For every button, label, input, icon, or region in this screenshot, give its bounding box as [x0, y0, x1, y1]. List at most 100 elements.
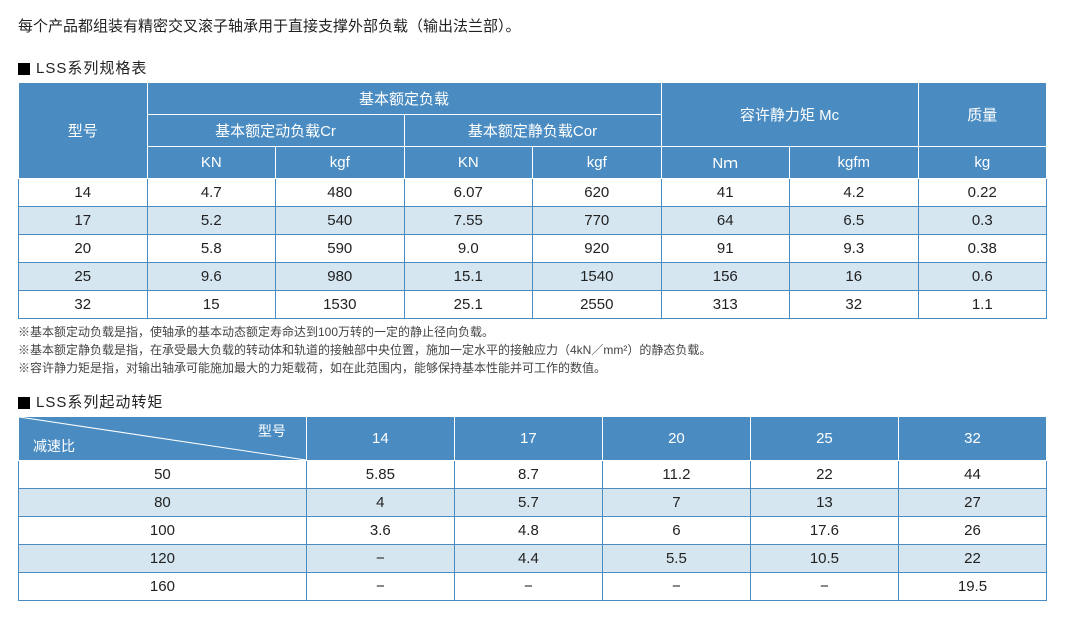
cell-ratio: 50 — [19, 460, 307, 488]
cell-value: 27 — [898, 488, 1046, 516]
col-mass: 质量 — [918, 82, 1047, 146]
cell-value: 9.0 — [404, 234, 533, 262]
cell-value: 44 — [898, 460, 1046, 488]
table1-title-text: LSS系列规格表 — [36, 60, 147, 77]
table-row: 3215153025.12550313321.1 — [19, 290, 1047, 318]
cell-value: 4.4 — [454, 544, 602, 572]
cell-value: 5.2 — [147, 206, 276, 234]
model-col-14: 14 — [306, 416, 454, 460]
cell-value: 0.6 — [918, 262, 1047, 290]
table-row: 8045.771327 — [19, 488, 1047, 516]
diag-top-label: 型号 — [258, 421, 286, 441]
cell-value: 1540 — [533, 262, 662, 290]
cell-value: 22 — [750, 460, 898, 488]
unit-nm: Nｍ — [661, 146, 790, 178]
cell-value: 0.38 — [918, 234, 1047, 262]
col-moment: 容许静力矩 Mc — [661, 82, 918, 146]
notes-block: ※基本额定动负载是指，使轴承的基本动态额定寿命达到100万转的一定的静止径向负载… — [18, 323, 1047, 377]
intro-text: 每个产品都组装有精密交叉滚子轴承用于直接支撑外部负载（输出法兰部）。 — [18, 16, 1047, 39]
cell-value: 540 — [276, 206, 405, 234]
cell-value: 32 — [790, 290, 919, 318]
table1-head: 型号 基本额定负载 容许静力矩 Mc 质量 基本额定动负载Cr 基本额定静负载C… — [19, 82, 1047, 178]
cell-value: − — [306, 544, 454, 572]
table-row: 160−−−−19.5 — [19, 572, 1047, 600]
cell-value: 4.8 — [454, 516, 602, 544]
cell-value: 5.5 — [602, 544, 750, 572]
unit-kn-2: KN — [404, 146, 533, 178]
cell-value: 0.22 — [918, 178, 1047, 206]
cell-value: 91 — [661, 234, 790, 262]
cell-value: 5.85 — [306, 460, 454, 488]
cell-value: − — [306, 572, 454, 600]
cell-value: 2550 — [533, 290, 662, 318]
table-row: 259.698015.11540156160.6 — [19, 262, 1047, 290]
cell-value: 6 — [602, 516, 750, 544]
square-bullet-icon — [18, 63, 30, 75]
spec-table: 型号 基本额定负载 容许静力矩 Mc 质量 基本额定动负载Cr 基本额定静负载C… — [18, 82, 1047, 319]
cell-value: 590 — [276, 234, 405, 262]
cell-value: 25.1 — [404, 290, 533, 318]
cell-value: 13 — [750, 488, 898, 516]
model-col-17: 17 — [454, 416, 602, 460]
table-row: 205.85909.0920919.30.38 — [19, 234, 1047, 262]
table-row: 175.25407.55770646.50.3 — [19, 206, 1047, 234]
cell-value: 1.1 — [918, 290, 1047, 318]
cell-value: − — [454, 572, 602, 600]
unit-kgfm: kgfm — [790, 146, 919, 178]
table-row: 120−4.45.510.522 — [19, 544, 1047, 572]
cell-value: − — [750, 572, 898, 600]
table1-title: LSS系列规格表 — [18, 57, 1047, 78]
cell-ratio: 100 — [19, 516, 307, 544]
torque-table: 型号 减速比 14 17 20 25 32 505.858.711.222448… — [18, 416, 1047, 601]
cell-value: 480 — [276, 178, 405, 206]
table-row: 1003.64.8617.626 — [19, 516, 1047, 544]
table2-title-text: LSS系列起动转矩 — [36, 394, 163, 411]
table2-body: 505.858.711.222448045.7713271003.64.8617… — [19, 460, 1047, 600]
cell-value: 8.7 — [454, 460, 602, 488]
cell-value: 4 — [306, 488, 454, 516]
cell-value: 980 — [276, 262, 405, 290]
table1-body: 144.74806.07620414.20.22175.25407.557706… — [19, 178, 1047, 318]
diag-header: 型号 减速比 — [19, 416, 307, 460]
cell-value: 41 — [661, 178, 790, 206]
cell-value: 7.55 — [404, 206, 533, 234]
cell-value: 15 — [147, 290, 276, 318]
cell-value: 4.2 — [790, 178, 919, 206]
table2-head: 型号 减速比 14 17 20 25 32 — [19, 416, 1047, 460]
diag-bottom-label: 减速比 — [33, 436, 75, 456]
col-model: 型号 — [19, 82, 148, 178]
cell-value: 7 — [602, 488, 750, 516]
table2-title: LSS系列起动转矩 — [18, 391, 1047, 412]
model-col-25: 25 — [750, 416, 898, 460]
cell-value: 17.6 — [750, 516, 898, 544]
cell-ratio: 160 — [19, 572, 307, 600]
col-static-load: 基本额定静负载Cor — [404, 114, 661, 146]
cell-value: 15.1 — [404, 262, 533, 290]
table-row: 505.858.711.22244 — [19, 460, 1047, 488]
cell-value: 9.6 — [147, 262, 276, 290]
cell-model: 17 — [19, 206, 148, 234]
cell-value: 10.5 — [750, 544, 898, 572]
cell-ratio: 120 — [19, 544, 307, 572]
cell-value: 6.07 — [404, 178, 533, 206]
col-dynamic-load: 基本额定动负载Cr — [147, 114, 404, 146]
cell-model: 20 — [19, 234, 148, 262]
cell-value: 11.2 — [602, 460, 750, 488]
cell-model: 14 — [19, 178, 148, 206]
cell-value: 920 — [533, 234, 662, 262]
model-col-32: 32 — [898, 416, 1046, 460]
cell-value: 6.5 — [790, 206, 919, 234]
square-bullet-icon — [18, 397, 30, 409]
unit-kgf-2: kgf — [533, 146, 662, 178]
cell-value: − — [602, 572, 750, 600]
cell-ratio: 80 — [19, 488, 307, 516]
cell-value: 26 — [898, 516, 1046, 544]
cell-value: 5.8 — [147, 234, 276, 262]
cell-value: 4.7 — [147, 178, 276, 206]
cell-value: 620 — [533, 178, 662, 206]
cell-value: 9.3 — [790, 234, 919, 262]
cell-value: 22 — [898, 544, 1046, 572]
unit-kgf-1: kgf — [276, 146, 405, 178]
cell-value: 0.3 — [918, 206, 1047, 234]
cell-model: 25 — [19, 262, 148, 290]
